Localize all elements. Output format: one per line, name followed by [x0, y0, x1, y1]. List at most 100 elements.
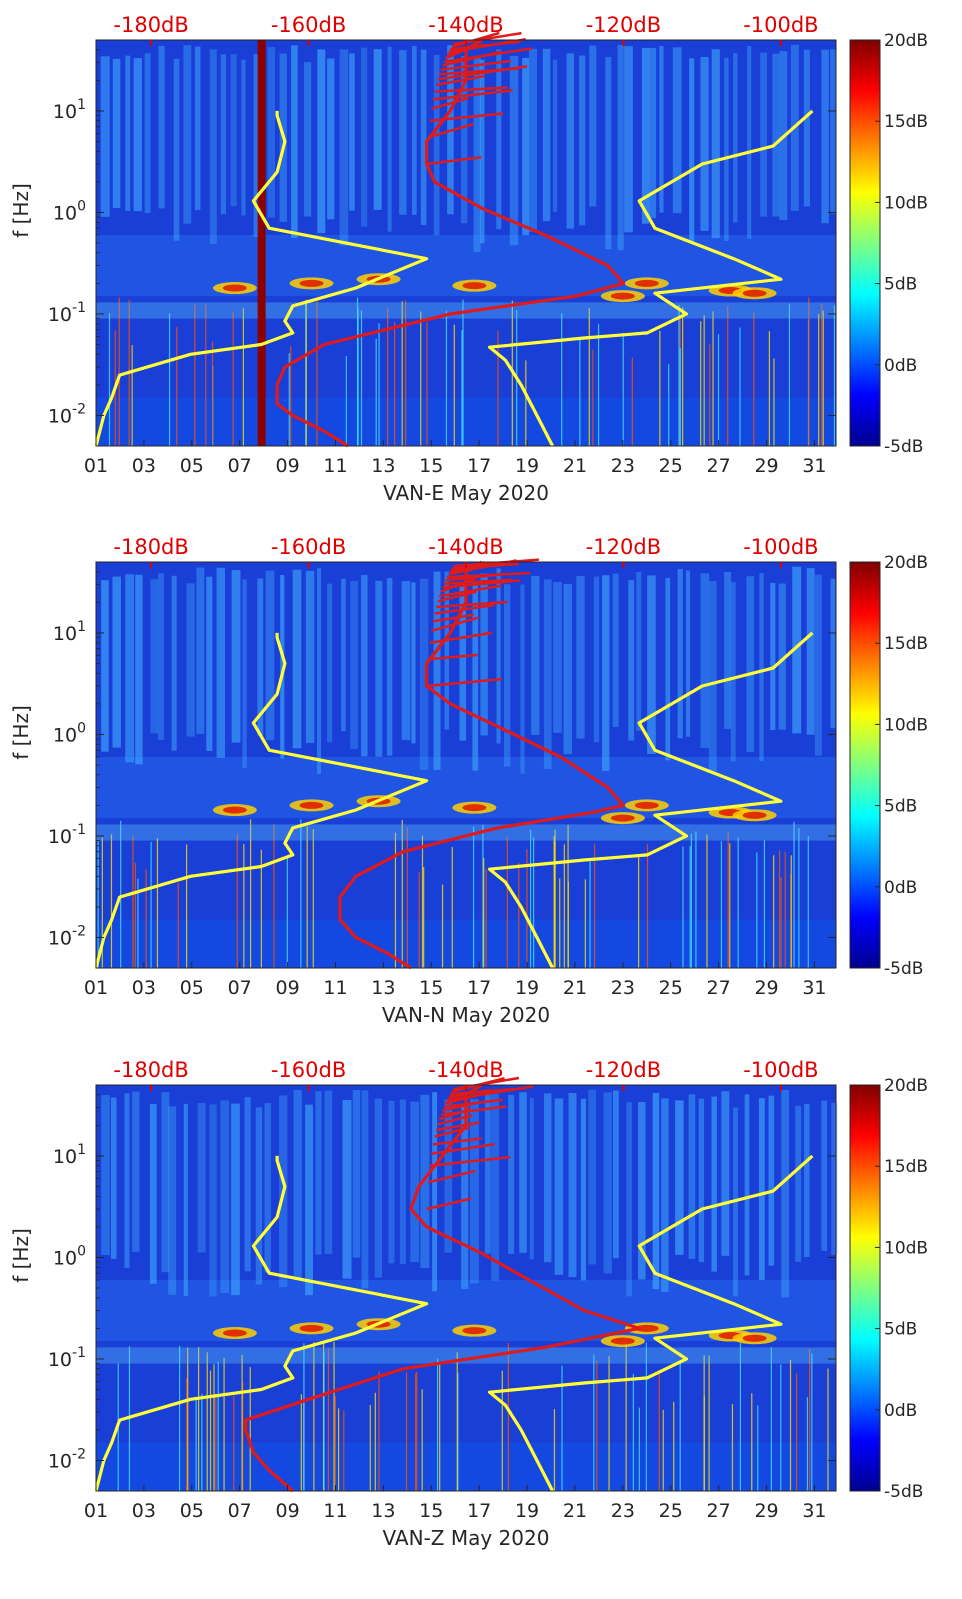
- x-tick-label: 23: [611, 455, 635, 477]
- x-tick-label: 27: [707, 977, 731, 999]
- colorbar-tick-label: 10dB: [884, 715, 928, 735]
- top-axis-tick-label: -120dB: [586, 1058, 661, 1082]
- colorbar-tick-label: 20dB: [884, 553, 928, 573]
- low-noise-model-curve-1: [94, 110, 429, 447]
- top-axis-tick-label: -120dB: [586, 13, 661, 37]
- x-tick-label: 07: [228, 1500, 252, 1522]
- x-tick-label: 29: [754, 977, 778, 999]
- x-tick-label: 09: [275, 455, 299, 477]
- x-tick-label: 13: [371, 455, 395, 477]
- x-tick-label: 01: [84, 1500, 108, 1522]
- x-tick-label: 07: [228, 455, 252, 477]
- top-axis-tick-label: -160dB: [271, 1058, 346, 1082]
- high-noise-spikes: [426, 31, 533, 166]
- x-tick-label: 05: [180, 455, 204, 477]
- colorbar-gradient: [849, 1084, 881, 1492]
- low-noise-model-curve-2: [488, 1154, 814, 1492]
- low-noise-model-curve-1: [94, 1155, 429, 1492]
- x-tick-label: 13: [371, 1500, 395, 1522]
- colorbar-tick-label: 5dB: [884, 797, 917, 817]
- x-tick-label: 03: [132, 1500, 156, 1522]
- data-gap-column: [257, 40, 266, 446]
- x-tick-label: 31: [802, 455, 826, 477]
- top-axis-tick-label: -100dB: [743, 535, 818, 559]
- spectrogram-panel-1: 01 03 05 07 09 11 13 15 17 19 21 23 25 27 29 31 VAN-E Ma…: [9, 13, 928, 505]
- y-axis-label: f [Hz]: [9, 705, 33, 760]
- x-tick-label: 09: [275, 1500, 299, 1522]
- x-tick-label: 25: [659, 455, 683, 477]
- y-tick-label: 101: [53, 97, 86, 123]
- x-axis-label: VAN-Z May 2020: [383, 1526, 550, 1550]
- top-axis-tick-label: -160dB: [271, 13, 346, 37]
- x-axis-label: VAN-N May 2020: [382, 1003, 550, 1027]
- top-axis-tick-label: -140dB: [428, 13, 503, 37]
- top-axis-tick-label: -160dB: [271, 535, 346, 559]
- y-tick-label: 10-1: [48, 1345, 86, 1371]
- colorbar-tick-label: 0dB: [884, 878, 917, 898]
- colorbar-tick-label: -5dB: [884, 437, 923, 457]
- colorbar-tick-label: 15dB: [884, 1157, 928, 1177]
- x-tick-label: 09: [275, 977, 299, 999]
- colorbar-tick-label: 0dB: [884, 1401, 917, 1421]
- colorbar-tick-label: 15dB: [884, 112, 928, 132]
- x-tick-label: 17: [467, 977, 491, 999]
- colorbar-tick-label: -5dB: [884, 959, 923, 979]
- low-noise-model-curve-2: [488, 631, 814, 969]
- x-tick-label: 21: [563, 455, 587, 477]
- colorbar-tick-label: -5dB: [884, 1482, 923, 1502]
- top-axis-tick-label: -180dB: [113, 535, 188, 559]
- x-tick-label: 03: [132, 977, 156, 999]
- top-axis-tick-label: -120dB: [586, 535, 661, 559]
- x-tick-label: 13: [371, 977, 395, 999]
- x-tick-label: 11: [323, 977, 347, 999]
- x-tick-label: 29: [754, 1500, 778, 1522]
- x-tick-label: 15: [419, 1500, 443, 1522]
- top-axis-tick-label: -180dB: [113, 1058, 188, 1082]
- colorbar-gradient: [849, 561, 881, 969]
- x-tick-label: 19: [515, 455, 539, 477]
- colorbar-tick-label: 10dB: [884, 1238, 928, 1258]
- x-tick-label: 11: [323, 1500, 347, 1522]
- spectrogram-panel-2: 01 03 05 07 09 11 13 15 17 19 21 23 25 27 29 31 VAN-N Ma…: [9, 535, 928, 1027]
- colorbar-tick-label: 0dB: [884, 356, 917, 376]
- x-tick-label: 19: [515, 1500, 539, 1522]
- colorbar-gradient: [849, 39, 881, 447]
- y-axis-label: f [Hz]: [9, 1228, 33, 1283]
- top-axis-tick-label: -100dB: [743, 1058, 818, 1082]
- y-tick-label: 101: [53, 1142, 86, 1168]
- x-tick-label: 07: [228, 977, 252, 999]
- x-tick-label: 19: [515, 977, 539, 999]
- x-tick-label: 23: [611, 977, 635, 999]
- y-tick-label: 10-2: [48, 401, 86, 427]
- colorbar-tick-label: 10dB: [884, 193, 928, 213]
- y-tick-label: 10-1: [48, 822, 86, 848]
- high-noise-model-curve-3: [275, 38, 626, 448]
- colorbar-tick-label: 15dB: [884, 634, 928, 654]
- x-tick-label: 27: [707, 1500, 731, 1522]
- y-tick-label: 100: [53, 1243, 86, 1269]
- top-axis-tick-label: -180dB: [113, 13, 188, 37]
- x-tick-label: 11: [323, 455, 347, 477]
- x-tick-label: 01: [84, 455, 108, 477]
- top-axis-tick-label: -140dB: [428, 535, 503, 559]
- y-tick-label: 100: [53, 198, 86, 224]
- x-tick-label: 05: [180, 977, 204, 999]
- top-axis-tick-label: -100dB: [743, 13, 818, 37]
- x-tick-label: 01: [84, 977, 108, 999]
- x-tick-label: 29: [754, 455, 778, 477]
- y-tick-label: 10-1: [48, 300, 86, 326]
- y-tick-label: 101: [53, 619, 86, 645]
- colorbar-tick-label: 20dB: [884, 1076, 928, 1096]
- spectrogram-panel-3: 01 03 05 07 09 11 13 15 17 19 21 23 25 27 29 31 VAN-Z Ma…: [9, 1058, 928, 1550]
- x-tick-label: 15: [419, 977, 443, 999]
- x-tick-label: 05: [180, 1500, 204, 1522]
- x-tick-label: 25: [659, 1500, 683, 1522]
- y-tick-label: 100: [53, 720, 86, 746]
- high-noise-model-curve-3: [244, 1083, 641, 1493]
- y-tick-label: 10-2: [48, 923, 86, 949]
- x-tick-label: 17: [467, 455, 491, 477]
- x-axis-label: VAN-E May 2020: [383, 481, 549, 505]
- y-axis-label: f [Hz]: [9, 183, 33, 238]
- x-tick-label: 23: [611, 1500, 635, 1522]
